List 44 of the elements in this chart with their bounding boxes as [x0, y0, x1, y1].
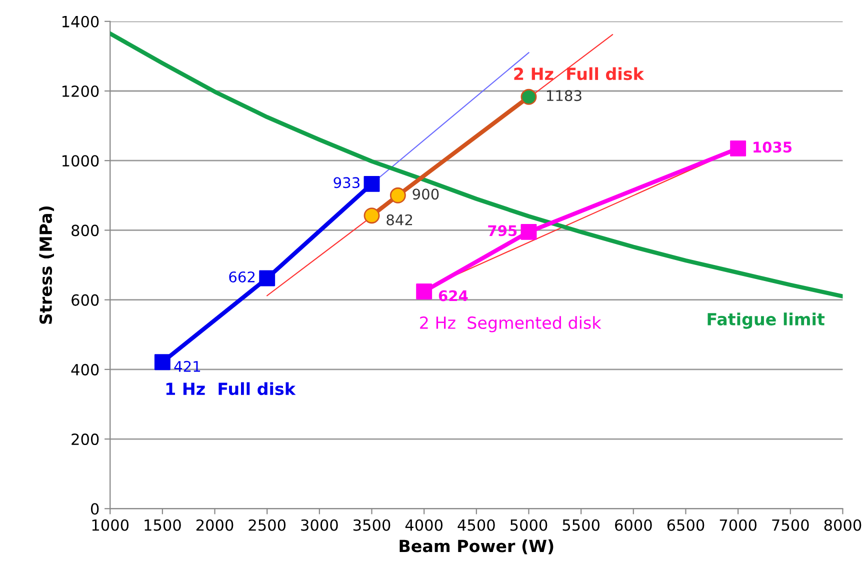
y-tick-label: 200: [72, 434, 99, 446]
data-label: 1035: [754, 142, 792, 153]
x-tick-label: 8000: [824, 519, 862, 531]
series-label: 2 Hz Segmented disk: [420, 316, 602, 332]
x-tick-label: 3000: [301, 519, 338, 531]
x-tick-label: 5000: [510, 519, 548, 531]
x-tick-label: 7000: [720, 519, 756, 531]
series-label: 2 Hz Full disk: [514, 67, 644, 80]
series-label: 1 Hz Full disk: [166, 382, 296, 396]
data-label: 842: [386, 214, 412, 226]
y-axis-title: Stress (MPa): [39, 206, 54, 324]
point: [520, 224, 537, 240]
y-tick-label: 600: [72, 294, 99, 306]
data-label: 900: [412, 188, 439, 200]
y-tick-label: 800: [72, 224, 99, 236]
x-tick-label: 4500: [458, 519, 495, 531]
x-tick-label: 5500: [562, 519, 600, 531]
y-tick-label: 400: [71, 364, 99, 376]
data-label: 421: [174, 360, 200, 372]
x-tick-label: 2500: [248, 519, 286, 531]
y-tick-label: 0: [90, 503, 99, 515]
y-tick-label: 1200: [62, 85, 99, 98]
x-tick-label: 6000: [615, 519, 652, 531]
data-label: 662: [229, 271, 255, 282]
x-tick-label: 7500: [772, 519, 809, 531]
x-axis-title: Beam Power (W): [400, 539, 554, 554]
y-tick-label: 1000: [62, 155, 99, 167]
data-label: 795: [488, 225, 517, 236]
x-tick-label: 3500: [353, 519, 390, 531]
point: [154, 354, 170, 370]
data-label: 624: [438, 290, 468, 302]
point: [416, 283, 432, 300]
y-tick-label: 1400: [62, 16, 99, 28]
data-label: 933: [334, 177, 360, 188]
x-tick-label: 4000: [405, 519, 443, 531]
data-label: 1183: [547, 90, 582, 102]
point: [259, 270, 276, 286]
point: [730, 140, 746, 156]
x-tick-label: 1000: [92, 519, 129, 531]
x-tick-label: 2000: [196, 519, 234, 531]
x-tick-label: 1500: [144, 519, 181, 531]
x-tick-label: 6500: [667, 519, 704, 531]
point: [364, 176, 380, 192]
series-label: Fatigue limit: [708, 312, 825, 329]
